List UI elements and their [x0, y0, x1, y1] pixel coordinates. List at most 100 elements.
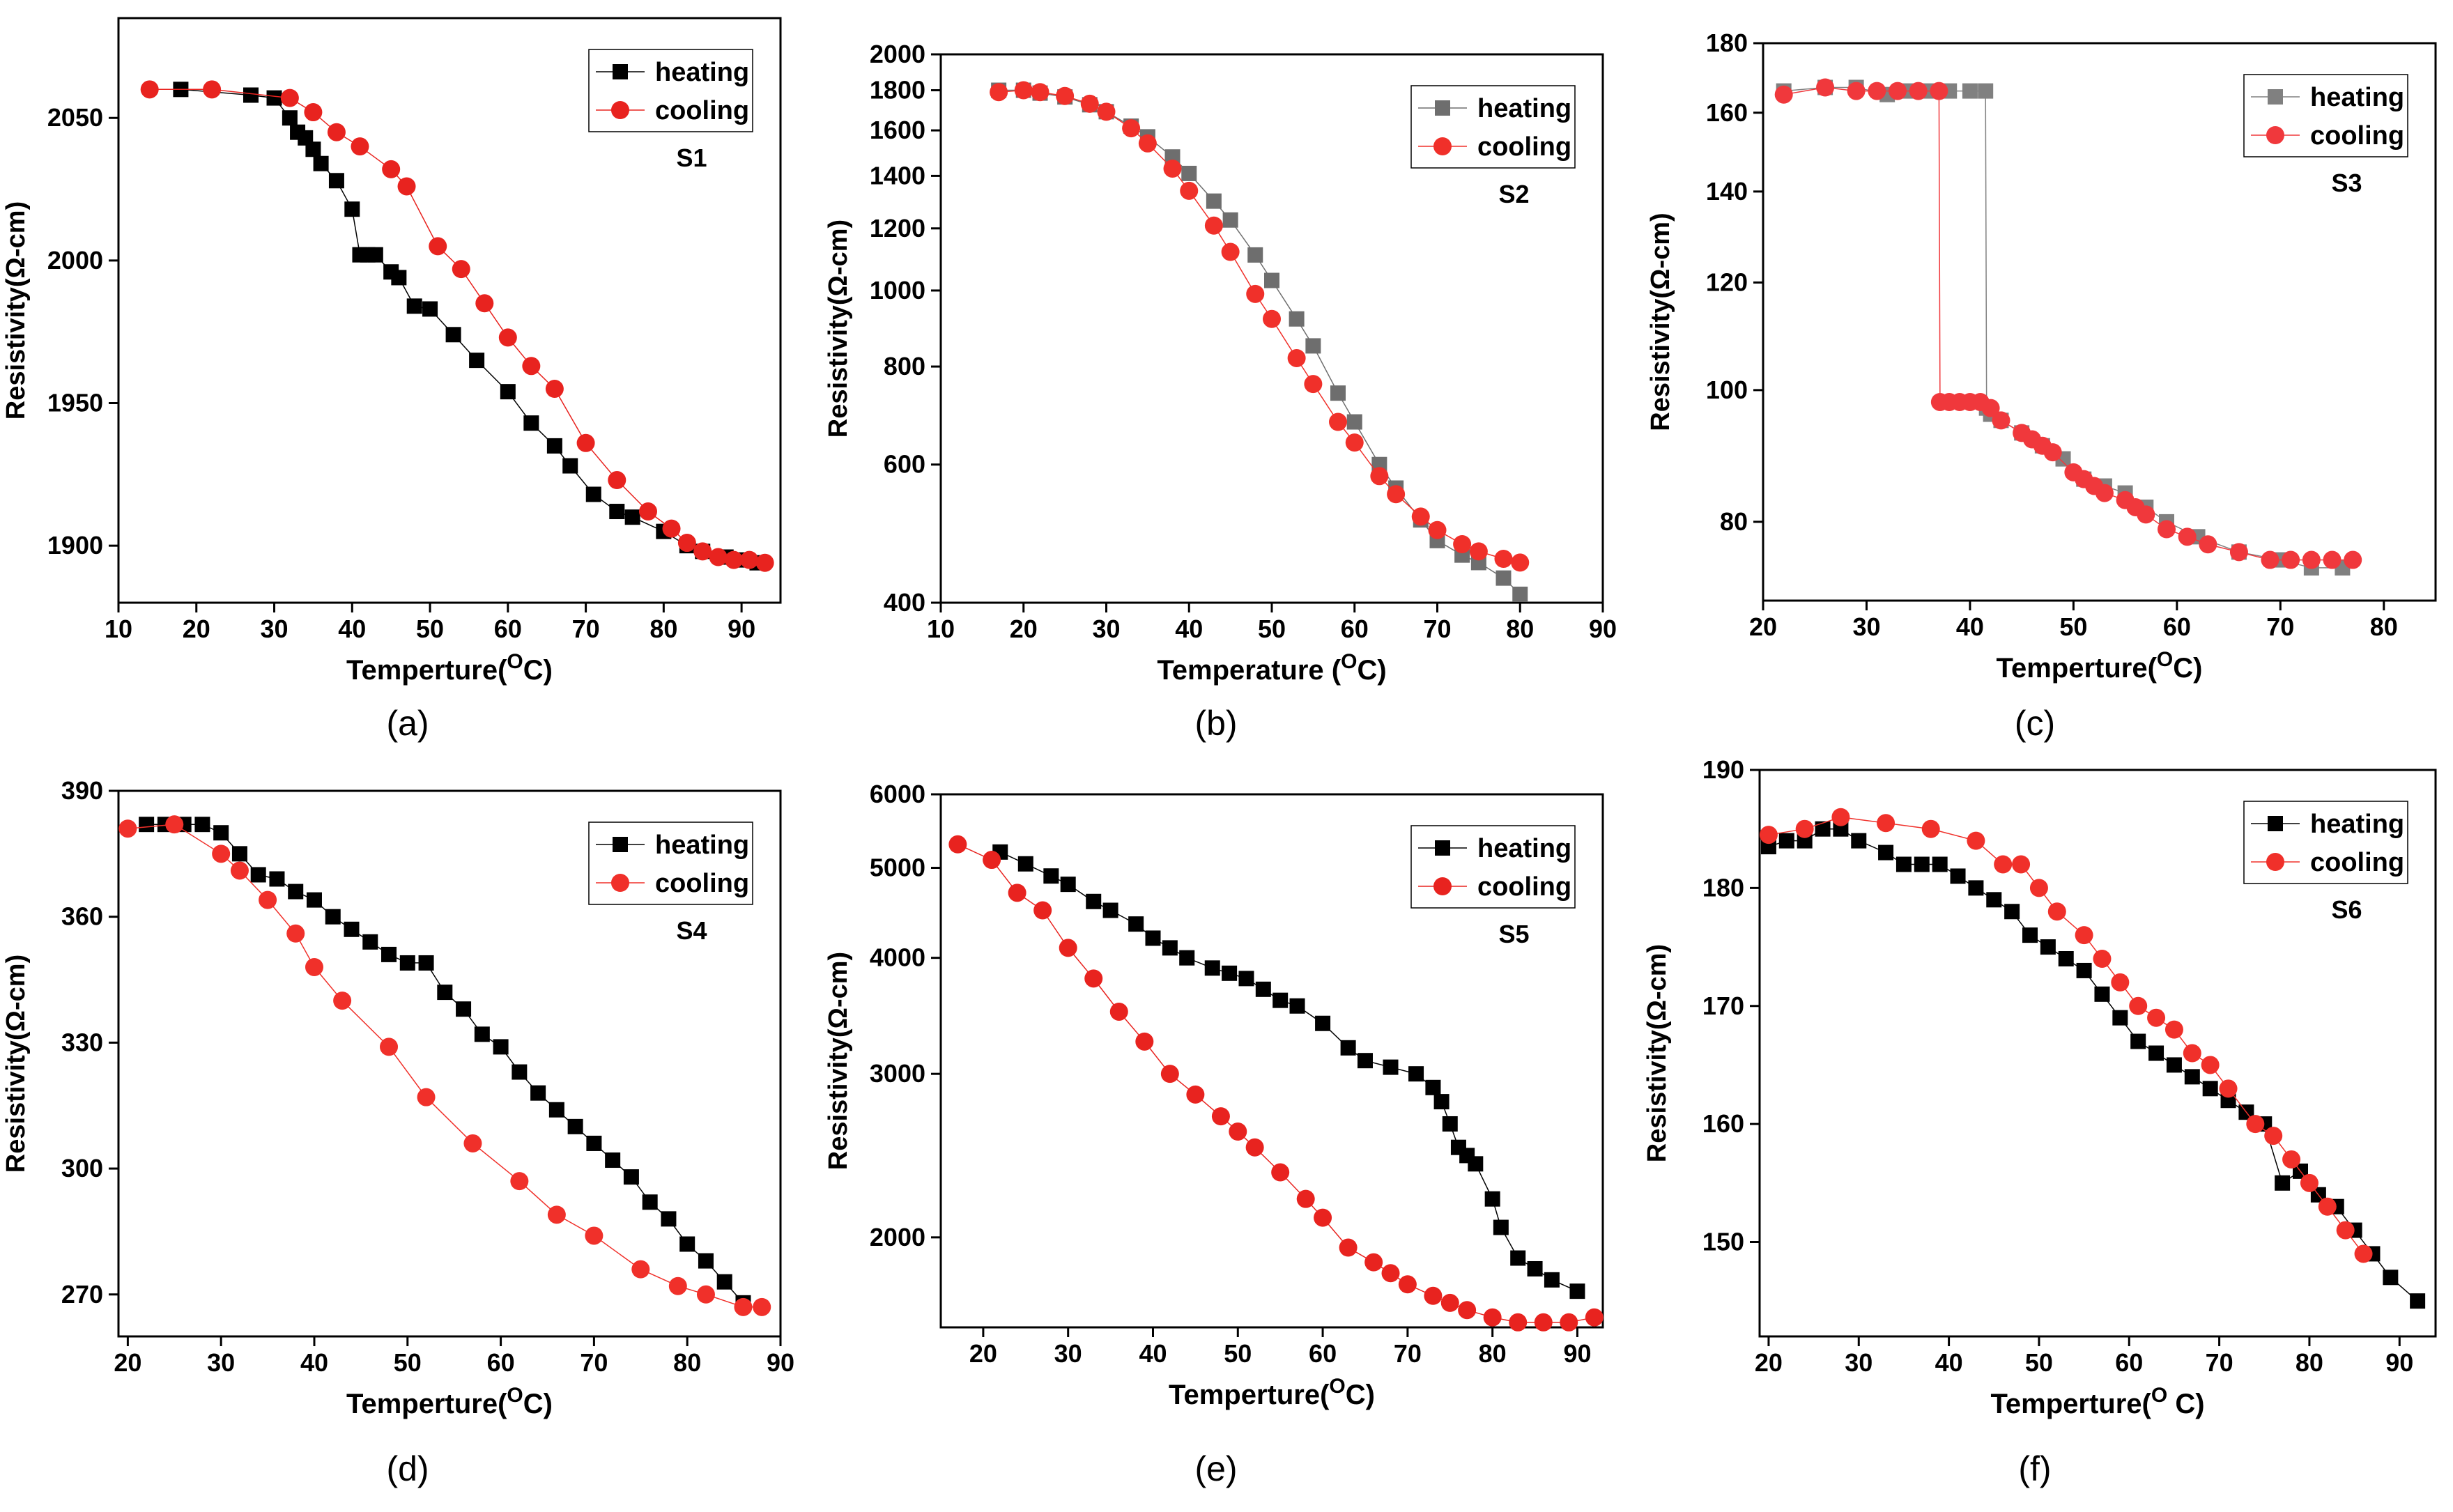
x-tick-label: 50: [416, 615, 444, 643]
x-tick-label: 40: [1139, 1339, 1167, 1368]
data-point: [429, 237, 447, 256]
x-axis-label-unit-sup: O: [2151, 1384, 2167, 1407]
data-point: [585, 1226, 603, 1245]
legend-marker: [611, 101, 629, 119]
y-axis-label: Resistivity(Ω-cm): [824, 219, 853, 438]
data-point: [1909, 82, 1928, 100]
data-point: [344, 201, 360, 217]
data-point: [1795, 819, 1814, 838]
data-point: [1304, 375, 1323, 394]
data-point: [1778, 833, 1794, 849]
data-point: [639, 502, 657, 521]
y-tick-label: 4000: [870, 943, 925, 972]
data-point: [1878, 844, 1894, 861]
x-axis: 10 20 30 40 50 60 70 80 90: [927, 603, 1617, 643]
data-point: [344, 921, 360, 937]
data-point: [2219, 1079, 2238, 1098]
series-line: [180, 88, 758, 564]
data-point: [1560, 1313, 1578, 1332]
x-axis-label-unit-sup: O: [1329, 1375, 1345, 1398]
data-point: [668, 1276, 687, 1295]
data-point: [753, 1297, 771, 1316]
y-tick-label: 1200: [870, 214, 925, 242]
data-point: [474, 1026, 490, 1042]
data-point: [1017, 856, 1033, 872]
data-point: [1493, 1219, 1509, 1235]
legend-label: cooling: [2310, 848, 2404, 877]
data-point: [1109, 1002, 1128, 1021]
data-point: [1509, 1313, 1528, 1332]
series-cooling: [118, 815, 771, 1316]
y-tick-label: 1900: [47, 531, 103, 560]
data-point: [1494, 550, 1513, 569]
data-point: [1289, 311, 1305, 327]
data-point: [1387, 485, 1406, 504]
data-point: [512, 1064, 528, 1080]
data-point: [1914, 856, 1930, 872]
data-point: [1122, 119, 1141, 138]
data-point: [1097, 102, 1116, 121]
data-point: [493, 1039, 509, 1055]
legend: heating cooling: [588, 49, 753, 132]
legend-label: cooling: [655, 96, 749, 125]
data-point: [1428, 520, 1447, 539]
data-point: [1080, 94, 1099, 113]
data-point: [1851, 833, 1867, 849]
y-tick-label: 80: [1720, 507, 1748, 536]
data-point: [1411, 507, 1430, 526]
data-point: [1442, 1116, 1458, 1132]
data-point: [1932, 856, 1948, 872]
y-tick-label: 390: [61, 776, 103, 805]
data-point: [1495, 570, 1512, 586]
data-point: [1424, 1286, 1443, 1305]
x-tick-label: 50: [1258, 615, 1286, 643]
data-point: [1245, 1138, 1264, 1157]
data-point: [642, 1194, 658, 1210]
data-point: [456, 1001, 472, 1017]
x-tick-label: 80: [1479, 1339, 1507, 1368]
legend-label: heating: [2310, 83, 2404, 112]
data-point: [313, 155, 329, 171]
data-point: [2383, 1270, 2399, 1286]
data-point: [2058, 951, 2074, 966]
y-axis-label: Resistivity(Ω-cm): [824, 952, 853, 1170]
data-point: [118, 819, 137, 838]
data-point: [724, 550, 743, 569]
data-point: [2300, 1173, 2319, 1192]
y-axis-label: Resistivity(Ω-cm): [1, 201, 31, 419]
x-axis-label-text: Temperture(: [1169, 1380, 1330, 1410]
data-point: [2183, 1044, 2201, 1063]
data-point: [2275, 1175, 2291, 1191]
data-point: [243, 87, 259, 103]
x-axis: 20 30 40 50 60 70 80 90: [969, 1327, 1591, 1368]
x-tick-label: 20: [1010, 615, 1038, 643]
data-point: [2164, 1020, 2183, 1039]
series-cooling: [1759, 808, 2373, 1263]
x-tick-label: 60: [1341, 615, 1369, 643]
x-axis: 20 30 40 50 60 70 80: [1749, 601, 2398, 641]
legend: heating cooling: [588, 821, 753, 905]
data-point: [1138, 134, 1157, 153]
data-point: [2130, 1033, 2146, 1049]
data-point: [1544, 1272, 1560, 1288]
data-point: [2129, 996, 2148, 1015]
data-point: [2029, 879, 2048, 897]
legend-label: cooling: [1477, 872, 1571, 902]
data-point: [269, 871, 285, 887]
data-point: [2043, 443, 2062, 462]
data-point: [1992, 411, 2010, 430]
data-point: [437, 985, 453, 1001]
y-tick-label: 2000: [870, 40, 925, 68]
data-point: [1967, 831, 1985, 850]
y-tick-label: 6000: [870, 780, 925, 808]
data-point: [2302, 550, 2321, 569]
legend-marker: [1433, 137, 1452, 155]
series-heating: [992, 844, 1585, 1299]
data-point: [1135, 1032, 1154, 1051]
data-point: [2202, 1081, 2218, 1097]
x-tick-label: 70: [1394, 1339, 1422, 1368]
series-cooling: [1774, 78, 2362, 569]
data-point: [1831, 808, 1850, 826]
x-axis: 20 30 40 50 60 70 80 90: [114, 1336, 794, 1377]
data-point: [1512, 586, 1528, 602]
